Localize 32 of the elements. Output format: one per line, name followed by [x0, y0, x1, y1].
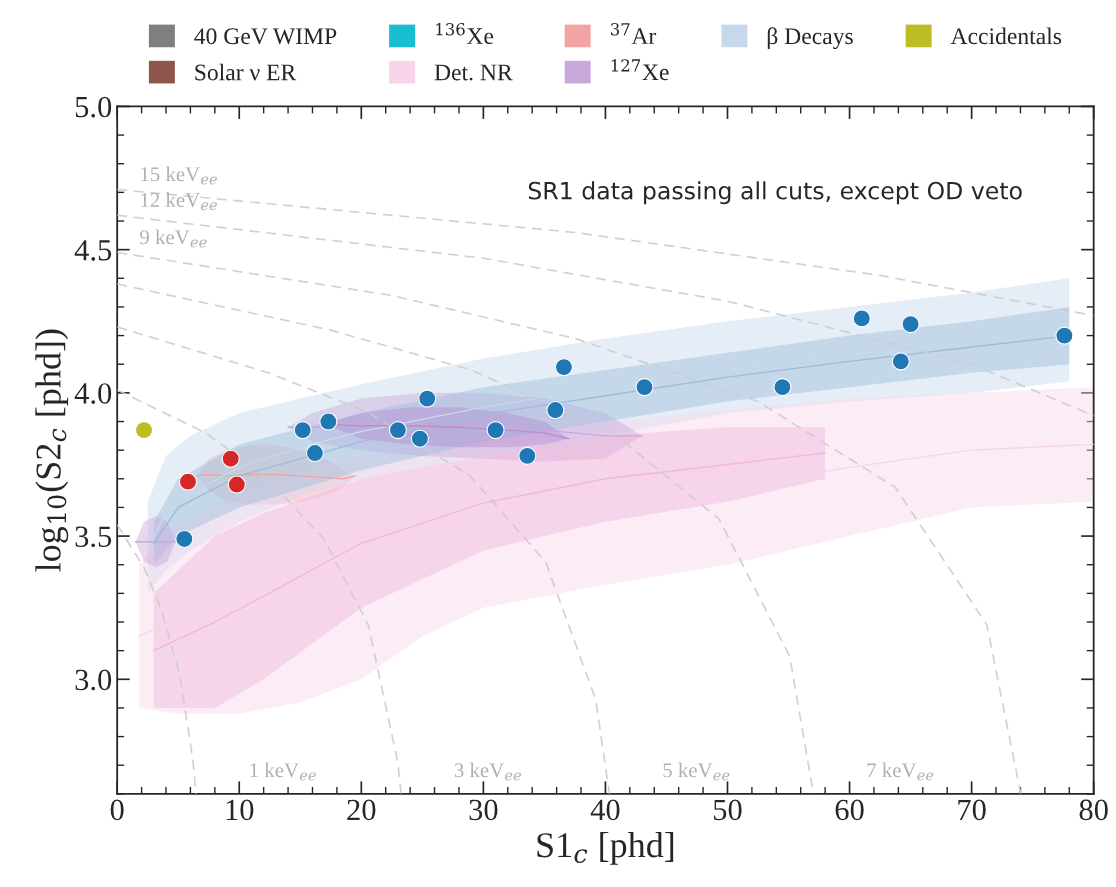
annotation: SR1 data passing all cuts, except OD veto	[528, 181, 1022, 205]
x-tick-label: 30	[469, 799, 498, 821]
y-tick-label: 4.5	[74, 240, 112, 261]
annotation: 5 keV$_{ee}$	[663, 762, 730, 781]
x-tick-label: 40	[590, 799, 620, 821]
x-tick-label: 10	[226, 799, 254, 821]
legend-label: Det. NR	[434, 64, 513, 81]
legend-label: $^{127}$Xe	[611, 59, 669, 81]
y-tick-label: 5.0	[75, 96, 112, 118]
legend-label: $^{136}$Xe	[436, 22, 494, 45]
x-tick-label: 80	[1079, 799, 1108, 821]
annotation: 12 keV$_{ee}$	[141, 192, 217, 211]
legend-label: Solar ν ER	[195, 63, 297, 81]
legend-label: $^{37}$Ar	[610, 22, 657, 44]
x-tick-label: 0	[110, 799, 124, 821]
y-axis-title: log$_{10}$(S2$_{c}$ [phd])	[35, 329, 69, 572]
x-tick-label: 60	[835, 799, 864, 821]
y-tick-label: 3.0	[75, 669, 112, 691]
y-tick-label: 4.0	[74, 383, 112, 404]
x-tick-label: 20	[347, 799, 376, 821]
annotation: 9 keV$_{ee}$	[140, 229, 207, 248]
annotation: 3 keV$_{ee}$	[454, 762, 521, 781]
x-axis-title: S1$_{c}$ [phd]	[537, 831, 674, 865]
legend-label: Accidentals	[950, 27, 1062, 45]
annotation: 7 keV$_{ee}$	[867, 762, 934, 781]
legend-label: 40 GeV WIMP	[194, 28, 337, 45]
legend-label: β Decays	[767, 27, 853, 50]
annotation: 1 keV$_{ee}$	[250, 762, 316, 781]
x-tick-label: 70	[958, 799, 986, 821]
annotation: 15 keV$_{ee}$	[141, 166, 217, 185]
y-tick-label: 3.5	[75, 526, 112, 548]
x-tick-label: 50	[713, 799, 742, 821]
